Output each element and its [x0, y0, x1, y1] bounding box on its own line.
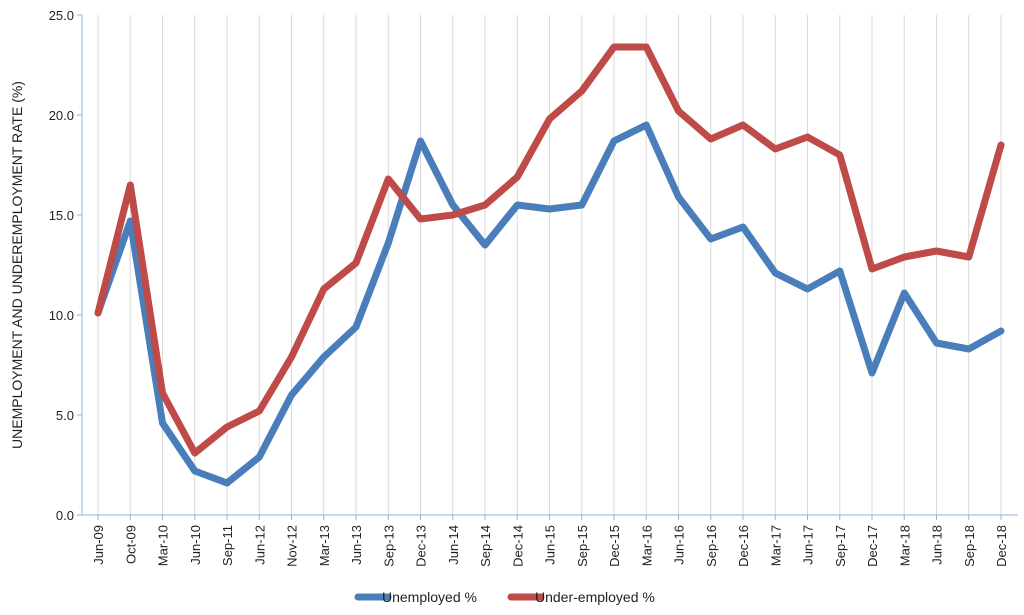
y-tick-label: 25.0	[49, 8, 74, 23]
y-tick-label: 10.0	[49, 308, 74, 323]
x-tick-label: Dec-14	[510, 525, 525, 567]
tick-labels: 0.0 5.0 10.0 15.0 20.0 25.0 Jun-09 Oct-09 Mar-10…	[49, 8, 1009, 567]
y-tick-label: 15.0	[49, 208, 74, 223]
x-tick-label: Sep-18	[962, 525, 977, 567]
x-tick-label: Jun-17	[801, 525, 816, 565]
x-tick-label: Dec-17	[865, 525, 880, 567]
chart-axes	[77, 14, 1018, 520]
x-tick-label: Sep-17	[833, 525, 848, 567]
x-tick-label: Jun-16	[672, 525, 687, 565]
x-tick-label: Oct-09	[123, 525, 138, 564]
x-tick-label: Mar-16	[639, 525, 654, 566]
x-tick-label: Dec-13	[414, 525, 429, 567]
x-tick-label: Dec-18	[994, 525, 1009, 567]
legend-label: Under-employed %	[535, 589, 655, 605]
x-tick-label: Mar-17	[768, 525, 783, 566]
x-tick-label: Sep-13	[381, 525, 396, 567]
x-tick-label: Jun-14	[446, 525, 461, 565]
x-tick-label: Mar-18	[897, 525, 912, 566]
x-tick-label: Jun-13	[349, 525, 364, 565]
x-tick-label: Sep-15	[575, 525, 590, 567]
x-tick-label: Mar-13	[317, 525, 332, 566]
x-tick-label: Sep-16	[704, 525, 719, 567]
y-tick-label: 0.0	[56, 508, 74, 523]
x-tick-label: Dec-15	[607, 525, 622, 567]
x-tick-label: Jun-15	[543, 525, 558, 565]
y-tick-label: 20.0	[49, 108, 74, 123]
series-lines	[94, 43, 1005, 487]
x-tick-label: Nov-12	[285, 525, 300, 567]
x-tick-label: Dec-16	[736, 525, 751, 567]
y-axis-title: UNEMPLOYMENT AND UNDEREMPLOYMENT RATE (%…	[9, 81, 25, 449]
legend: Unemployed % Under-employed %	[354, 589, 655, 605]
x-tick-label: Jun-18	[930, 525, 945, 565]
x-tick-label: Jun-10	[188, 525, 203, 565]
x-tick-label: Mar-10	[156, 525, 171, 566]
x-tick-label: Jun-09	[91, 525, 106, 565]
x-tick-label: Jun-12	[252, 525, 267, 565]
y-tick-label: 5.0	[56, 408, 74, 423]
x-tick-label: Sep-14	[478, 525, 493, 567]
series-line-unemployed	[94, 121, 1005, 487]
vertical-gridlines	[97, 15, 1002, 515]
legend-label: Unemployed %	[382, 589, 477, 605]
series-line-under-employed	[94, 43, 1005, 457]
x-tick-label: Sep-11	[220, 525, 235, 566]
